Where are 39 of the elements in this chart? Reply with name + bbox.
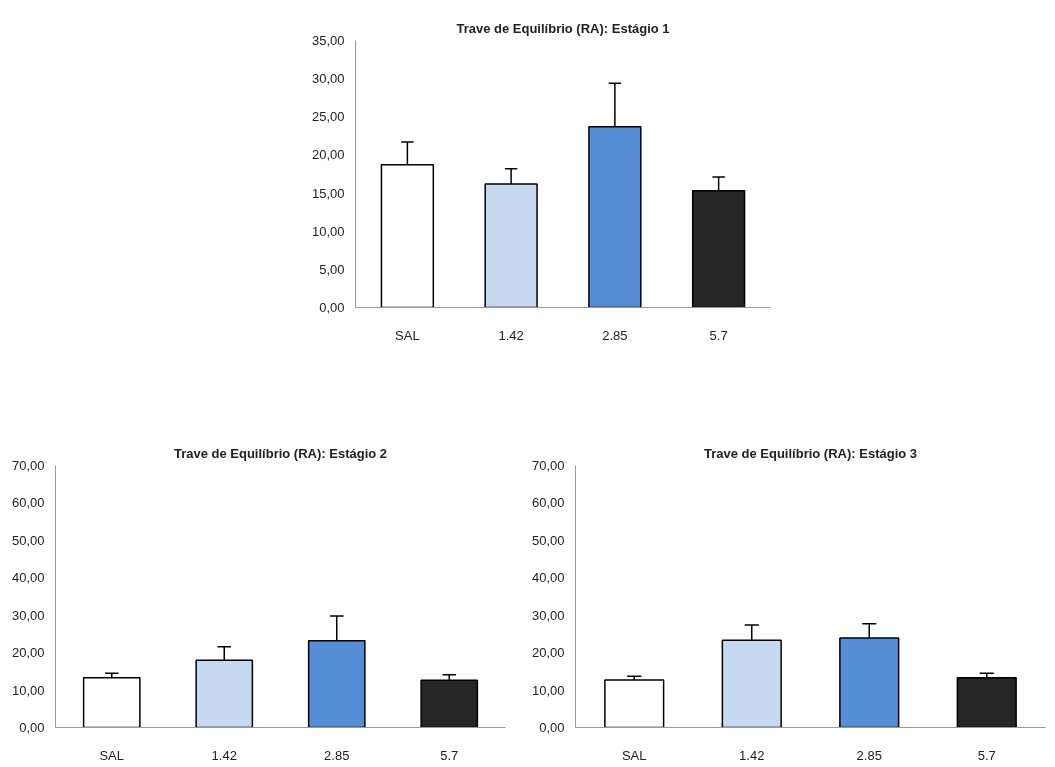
y-tick-label: 0,00 bbox=[19, 720, 45, 735]
y-tick-label: 10,00 bbox=[311, 223, 345, 239]
y-tick-label: 20,00 bbox=[531, 645, 565, 661]
y-tick-label: 50,00 bbox=[11, 532, 45, 548]
y-tick-label: 25,00 bbox=[311, 109, 345, 125]
x-tick-label: SAL bbox=[395, 327, 420, 343]
y-tick-label: 0,00 bbox=[319, 300, 345, 315]
y-tick-label: 40,00 bbox=[531, 570, 565, 586]
y-tick-label: 40,00 bbox=[11, 570, 45, 586]
x-tick-label: 1.42 bbox=[739, 747, 765, 763]
chart-title: Trave de Equilíbrio (RA): Estágio 2 bbox=[173, 445, 388, 461]
y-tick-label: 0,00 bbox=[539, 720, 565, 735]
y-tick-label: 30,00 bbox=[531, 607, 565, 623]
x-tick-label: 1.42 bbox=[211, 747, 237, 763]
x-tick-label: 5.7 bbox=[709, 327, 728, 343]
x-tick-label: 5.7 bbox=[977, 747, 996, 763]
chart-title: Trave de Equilíbrio (RA): Estágio 1 bbox=[456, 20, 670, 36]
y-tick-label: 60,00 bbox=[531, 495, 565, 511]
x-tick-label: 2.85 bbox=[856, 747, 882, 763]
x-tick-label: 2.85 bbox=[324, 747, 350, 763]
y-tick-label: 30,00 bbox=[11, 607, 45, 623]
y-tick-label: 35,00 bbox=[311, 33, 345, 48]
y-tick-label: 5,00 bbox=[319, 261, 345, 277]
y-tick-label: 60,00 bbox=[11, 495, 45, 511]
y-tick-label: 30,00 bbox=[311, 71, 345, 87]
chart-title: Trave de Equilíbrio (RA): Estágio 3 bbox=[703, 445, 918, 461]
y-tick-label: 20,00 bbox=[311, 147, 345, 163]
y-tick-label: 10,00 bbox=[11, 682, 45, 698]
x-tick-label: 2.85 bbox=[602, 327, 628, 343]
y-tick-label: 50,00 bbox=[531, 532, 565, 548]
x-tick-label: SAL bbox=[621, 747, 647, 763]
y-tick-label: 10,00 bbox=[531, 682, 565, 698]
y-tick-label: 15,00 bbox=[311, 185, 345, 201]
y-tick-label: 20,00 bbox=[11, 645, 45, 661]
x-tick-label: SAL bbox=[99, 747, 125, 763]
y-tick-label: 70,00 bbox=[11, 458, 45, 473]
x-tick-label: 5.7 bbox=[440, 747, 459, 763]
x-tick-label: 1.42 bbox=[498, 327, 524, 343]
y-tick-label: 70,00 bbox=[531, 458, 565, 473]
